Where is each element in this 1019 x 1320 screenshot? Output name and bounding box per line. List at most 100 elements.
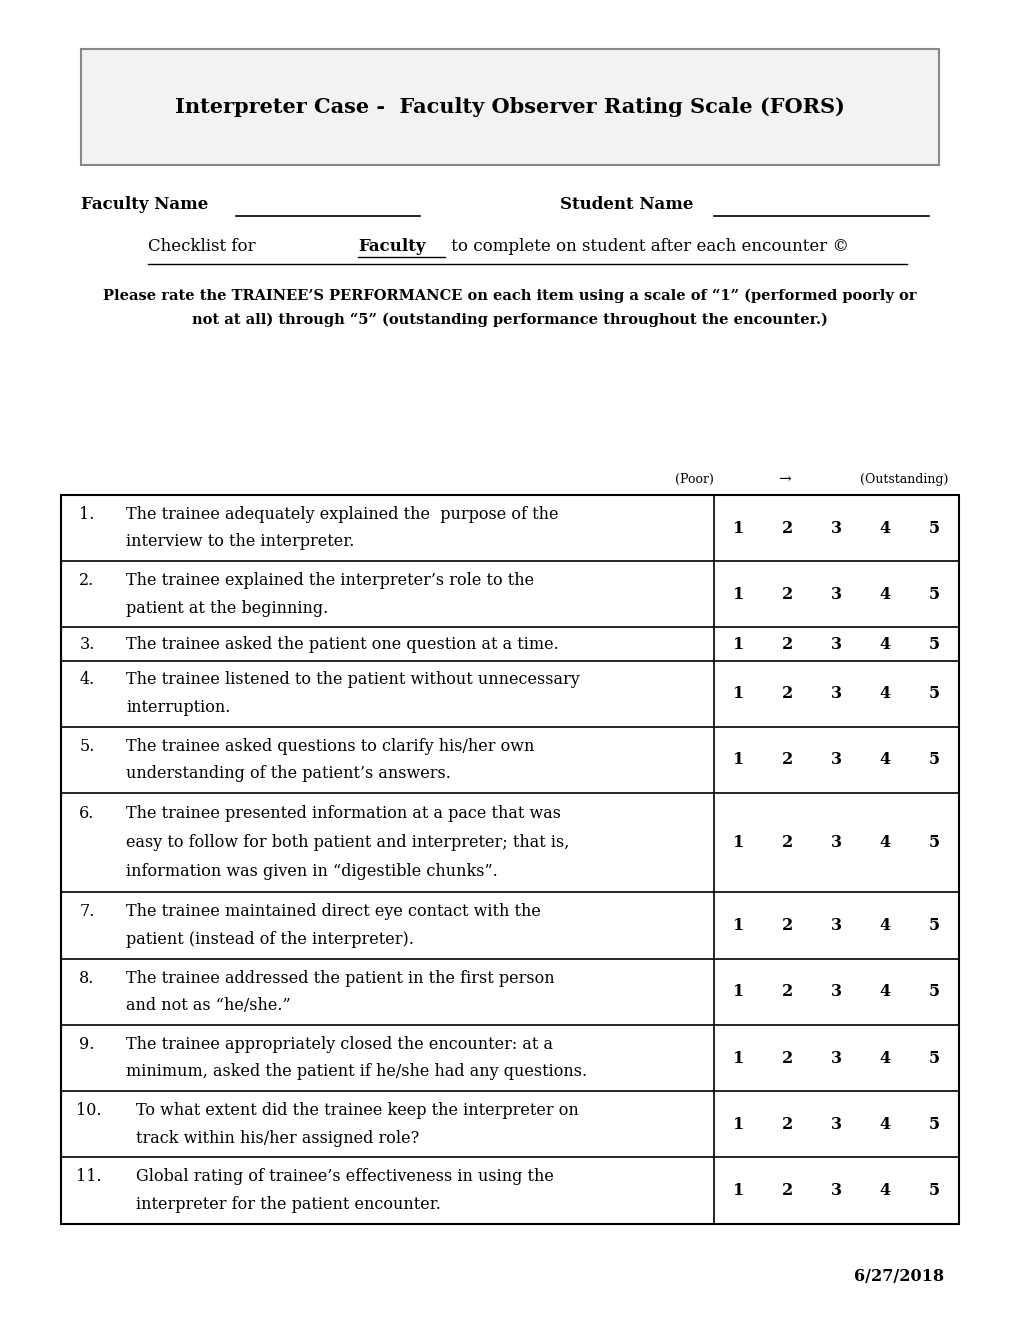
Text: 1: 1 bbox=[733, 834, 744, 851]
Text: 1: 1 bbox=[733, 1115, 744, 1133]
Text: 4: 4 bbox=[879, 1115, 890, 1133]
Text: patient at the beginning.: patient at the beginning. bbox=[126, 599, 328, 616]
Text: 3: 3 bbox=[830, 983, 842, 1001]
Text: 1: 1 bbox=[733, 1181, 744, 1199]
Text: interview to the interpreter.: interview to the interpreter. bbox=[126, 533, 355, 550]
Text: (Poor): (Poor) bbox=[675, 473, 713, 486]
Text: 6/27/2018: 6/27/2018 bbox=[853, 1269, 943, 1284]
Text: The trainee listened to the patient without unnecessary: The trainee listened to the patient with… bbox=[126, 672, 580, 689]
Text: not at all) through “5” (outstanding performance throughout the encounter.): not at all) through “5” (outstanding per… bbox=[192, 313, 827, 326]
Text: Student Name: Student Name bbox=[559, 197, 693, 213]
Text: 9.: 9. bbox=[79, 1036, 95, 1053]
Text: Faculty Name: Faculty Name bbox=[82, 197, 208, 213]
Text: 2: 2 bbox=[782, 834, 793, 851]
Text: interpreter for the patient encounter.: interpreter for the patient encounter. bbox=[136, 1196, 440, 1213]
Text: 2: 2 bbox=[782, 751, 793, 768]
Text: 5: 5 bbox=[927, 520, 938, 537]
Text: 4: 4 bbox=[879, 1049, 890, 1067]
Text: 3: 3 bbox=[830, 834, 842, 851]
Text: 2.: 2. bbox=[79, 572, 95, 589]
Text: easy to follow for both patient and interpreter; that is,: easy to follow for both patient and inte… bbox=[126, 834, 569, 851]
Text: 3: 3 bbox=[830, 685, 842, 702]
Text: 2: 2 bbox=[782, 520, 793, 537]
Text: →: → bbox=[777, 473, 790, 486]
Text: The trainee addressed the patient in the first person: The trainee addressed the patient in the… bbox=[126, 969, 554, 986]
Text: 1: 1 bbox=[733, 983, 744, 1001]
Text: 5: 5 bbox=[927, 586, 938, 603]
Text: The trainee asked questions to clarify his/her own: The trainee asked questions to clarify h… bbox=[126, 738, 534, 755]
Text: 3: 3 bbox=[830, 1115, 842, 1133]
Text: 5.: 5. bbox=[79, 738, 95, 755]
Text: 3: 3 bbox=[830, 586, 842, 603]
Text: 4: 4 bbox=[879, 586, 890, 603]
Text: 3: 3 bbox=[830, 520, 842, 537]
Text: 5: 5 bbox=[927, 983, 938, 1001]
Text: minimum, asked the patient if he/she had any questions.: minimum, asked the patient if he/she had… bbox=[126, 1064, 587, 1080]
Text: 3: 3 bbox=[830, 1049, 842, 1067]
Text: 7.: 7. bbox=[79, 903, 95, 920]
Text: 3: 3 bbox=[830, 635, 842, 652]
Text: To what extent did the trainee keep the interpreter on: To what extent did the trainee keep the … bbox=[136, 1102, 579, 1119]
Text: The trainee maintained direct eye contact with the: The trainee maintained direct eye contac… bbox=[126, 903, 540, 920]
Text: 1.: 1. bbox=[79, 506, 95, 523]
Text: 10.: 10. bbox=[76, 1102, 102, 1119]
Text: 1: 1 bbox=[733, 685, 744, 702]
Text: 1: 1 bbox=[733, 586, 744, 603]
Text: 4: 4 bbox=[879, 834, 890, 851]
Text: 2: 2 bbox=[782, 685, 793, 702]
Text: 3: 3 bbox=[830, 917, 842, 935]
Text: 4: 4 bbox=[879, 1181, 890, 1199]
Text: (Outstanding): (Outstanding) bbox=[859, 473, 947, 486]
Text: and not as “he/she.”: and not as “he/she.” bbox=[126, 997, 290, 1014]
Text: Checklist for: Checklist for bbox=[148, 239, 261, 255]
Text: 2: 2 bbox=[782, 1115, 793, 1133]
Text: 4: 4 bbox=[879, 917, 890, 935]
Text: 1: 1 bbox=[733, 520, 744, 537]
Text: 2: 2 bbox=[782, 1049, 793, 1067]
Bar bbox=[61, 495, 958, 1224]
Text: 5: 5 bbox=[927, 917, 938, 935]
Text: Please rate the TRAINEE’S PERFORMANCE on each item using a scale of “1” (perform: Please rate the TRAINEE’S PERFORMANCE on… bbox=[103, 289, 916, 302]
Text: 5: 5 bbox=[927, 751, 938, 768]
Text: 5: 5 bbox=[927, 1181, 938, 1199]
Text: 5: 5 bbox=[927, 685, 938, 702]
Text: interruption.: interruption. bbox=[126, 700, 230, 715]
Text: to complete on student after each encounter ©: to complete on student after each encoun… bbox=[445, 239, 849, 255]
Text: 3: 3 bbox=[830, 1181, 842, 1199]
Text: 5: 5 bbox=[927, 635, 938, 652]
Text: 3: 3 bbox=[830, 751, 842, 768]
Text: 4: 4 bbox=[879, 520, 890, 537]
Text: 1: 1 bbox=[733, 635, 744, 652]
Text: Faculty: Faculty bbox=[358, 239, 426, 255]
Text: 4: 4 bbox=[879, 983, 890, 1001]
Text: The trainee presented information at a pace that was: The trainee presented information at a p… bbox=[126, 805, 560, 822]
Text: patient (instead of the interpreter).: patient (instead of the interpreter). bbox=[126, 931, 414, 948]
Text: 11.: 11. bbox=[76, 1168, 102, 1185]
Text: 1: 1 bbox=[733, 751, 744, 768]
Text: 1: 1 bbox=[733, 1049, 744, 1067]
Text: 2: 2 bbox=[782, 1181, 793, 1199]
Text: 2: 2 bbox=[782, 635, 793, 652]
Text: The trainee explained the interpreter’s role to the: The trainee explained the interpreter’s … bbox=[126, 572, 534, 589]
Text: 5: 5 bbox=[927, 834, 938, 851]
Text: 6.: 6. bbox=[79, 805, 95, 822]
Text: The trainee asked the patient one question at a time.: The trainee asked the patient one questi… bbox=[126, 635, 558, 652]
FancyBboxPatch shape bbox=[82, 49, 937, 165]
Text: 8.: 8. bbox=[79, 969, 95, 986]
Text: 4: 4 bbox=[879, 751, 890, 768]
Text: Interpreter Case -  Faculty Observer Rating Scale (FORS): Interpreter Case - Faculty Observer Rati… bbox=[175, 96, 844, 117]
Text: 4: 4 bbox=[879, 685, 890, 702]
Text: understanding of the patient’s answers.: understanding of the patient’s answers. bbox=[126, 766, 450, 783]
Text: 2: 2 bbox=[782, 983, 793, 1001]
Text: 3.: 3. bbox=[79, 635, 95, 652]
Text: The trainee adequately explained the  purpose of the: The trainee adequately explained the pur… bbox=[126, 506, 558, 523]
Text: The trainee appropriately closed the encounter: at a: The trainee appropriately closed the enc… bbox=[126, 1036, 552, 1053]
Text: information was given in “digestible chunks”.: information was given in “digestible chu… bbox=[126, 863, 497, 880]
Text: 5: 5 bbox=[927, 1115, 938, 1133]
Text: track within his/her assigned role?: track within his/her assigned role? bbox=[136, 1130, 419, 1147]
Text: 4.: 4. bbox=[79, 672, 95, 689]
Text: Global rating of trainee’s effectiveness in using the: Global rating of trainee’s effectiveness… bbox=[136, 1168, 553, 1185]
Text: 2: 2 bbox=[782, 917, 793, 935]
Text: 4: 4 bbox=[879, 635, 890, 652]
Text: 1: 1 bbox=[733, 917, 744, 935]
